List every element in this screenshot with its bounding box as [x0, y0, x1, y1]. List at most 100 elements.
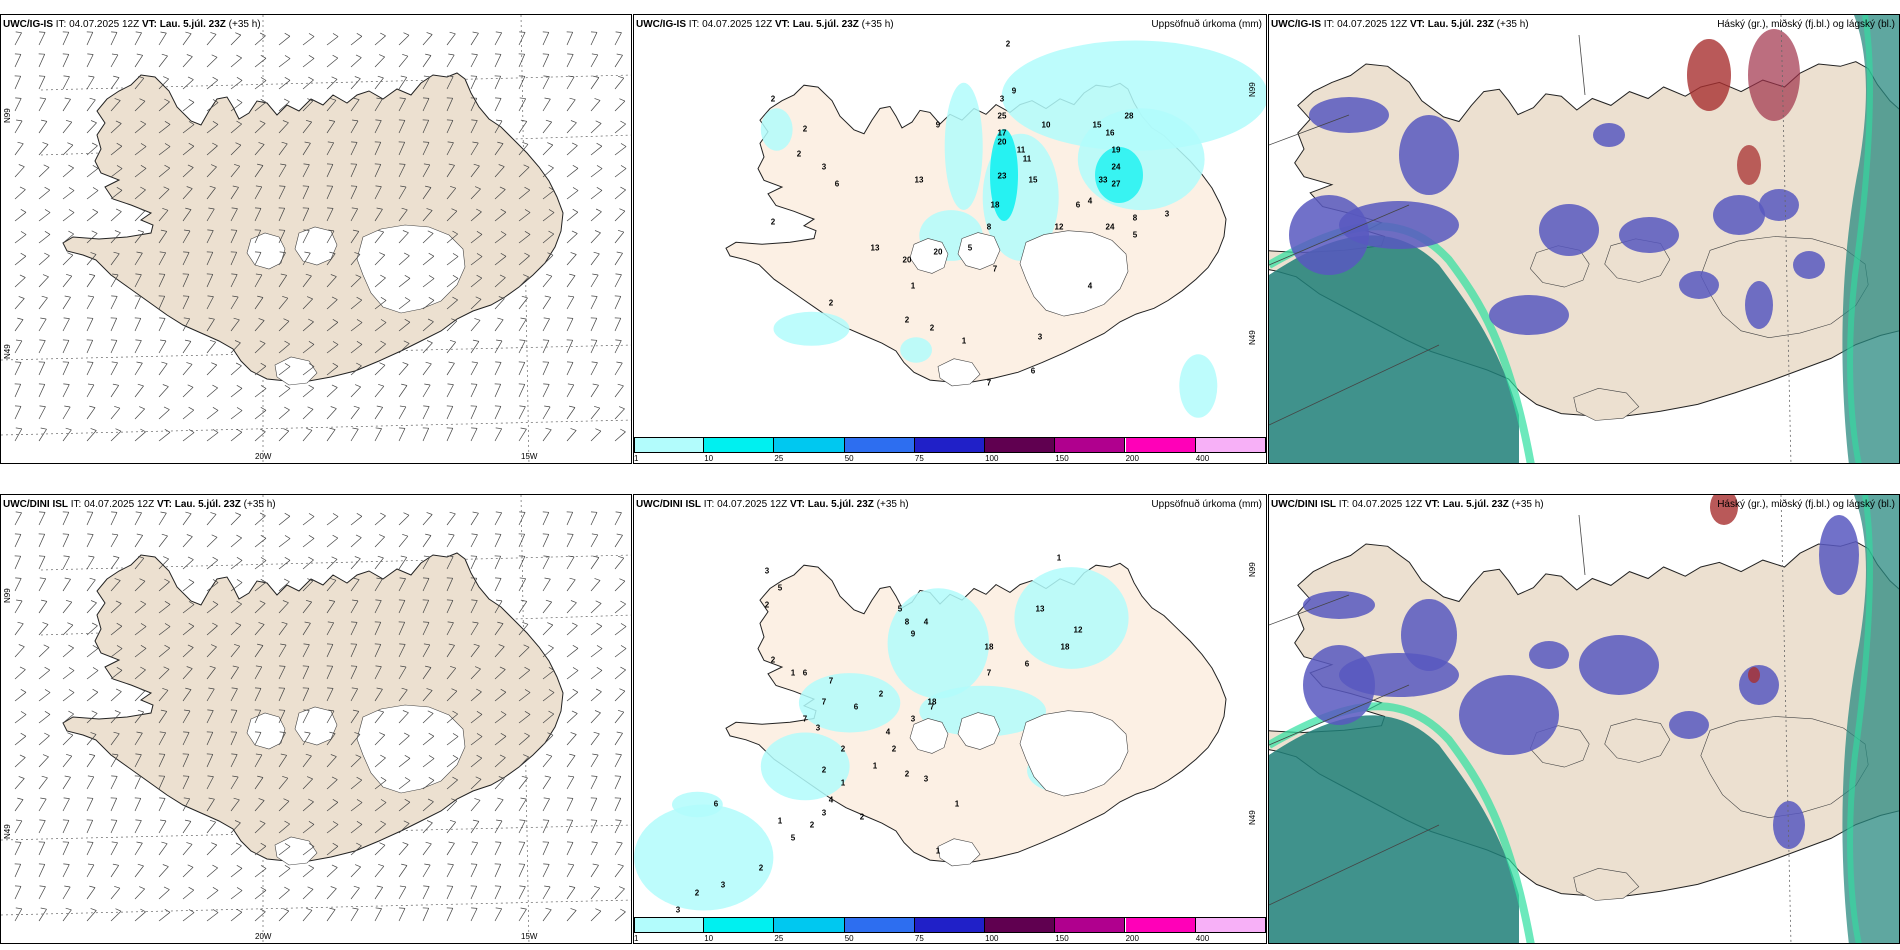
wind-barb-feather	[236, 556, 243, 561]
wind-barb	[398, 120, 406, 134]
wind-barb-feather	[402, 53, 409, 57]
wind-barb-feather	[260, 98, 267, 103]
wind-barb	[14, 212, 27, 222]
wind-barb	[518, 406, 526, 420]
mid-cloud-area	[1339, 653, 1459, 697]
wind-barb-feather	[307, 406, 314, 410]
wind-barb	[566, 145, 578, 156]
wind-barb	[398, 735, 410, 746]
wind-barb	[326, 802, 339, 812]
wind-barb	[566, 362, 574, 376]
wind-barb	[182, 668, 193, 680]
wind-barb	[518, 578, 527, 592]
wind-barb	[278, 388, 291, 398]
wind-barb-feather	[546, 753, 553, 757]
wind-barb	[254, 911, 266, 922]
wind-barb	[542, 144, 554, 156]
wind-barb	[374, 823, 386, 834]
wind-barb	[518, 189, 531, 200]
wind-barb-feather	[258, 622, 265, 625]
wind-barb	[350, 757, 362, 768]
wind-barb	[494, 556, 502, 570]
wind-barb-feather	[39, 885, 46, 887]
wind-barb-feather	[260, 77, 267, 81]
wind-barb	[614, 626, 627, 636]
wind-barb-feather	[543, 383, 550, 385]
wind-barb-feather	[187, 164, 194, 168]
wind-barb	[590, 670, 603, 680]
wind-barb	[470, 534, 478, 548]
wind-barb	[230, 410, 243, 420]
wind-barb	[134, 690, 146, 702]
wind-barb-feather	[183, 731, 190, 733]
wind-barb-feather	[617, 383, 624, 387]
wind-barb-feather	[572, 187, 579, 191]
wind-barb-feather	[329, 427, 336, 430]
wind-barb	[62, 254, 74, 266]
wind-barb	[14, 820, 23, 834]
wind-barb-feather	[448, 533, 455, 536]
wind-barb	[134, 385, 144, 398]
glacier	[957, 232, 1001, 270]
wind-barb-feather	[236, 579, 243, 583]
wind-barb	[230, 688, 238, 702]
wind-barb-feather	[352, 119, 359, 122]
wind-barb-feather	[163, 556, 169, 560]
wind-barb-feather	[447, 383, 454, 385]
wind-barb	[350, 428, 359, 442]
wind-barb	[158, 274, 166, 288]
wind-barb-feather	[259, 600, 266, 604]
wind-barb	[446, 142, 454, 156]
wind-barb	[494, 298, 505, 310]
wind-barb-feather	[594, 230, 601, 234]
precip-value-label: 1	[910, 281, 916, 291]
glacier	[1019, 230, 1129, 317]
wind-barb-feather	[355, 54, 362, 58]
wind-barb	[446, 299, 458, 310]
wind-barb	[38, 189, 51, 200]
wind-barb	[566, 910, 577, 922]
precip-value-label: 3	[821, 162, 827, 172]
wind-barb-feather	[140, 623, 147, 627]
wind-barb-feather	[111, 533, 118, 536]
mid-cloud-area	[1339, 201, 1459, 249]
wind-barb	[278, 755, 287, 768]
wind-barb-feather	[303, 709, 310, 711]
wind-barb	[230, 123, 242, 134]
wind-barb-feather	[595, 908, 602, 912]
wind-barb-feather	[136, 731, 143, 734]
wind-barb	[254, 252, 262, 266]
wind-barb	[278, 515, 291, 526]
wind-barb	[38, 167, 50, 178]
wind-barb-feather	[233, 643, 240, 647]
precip-value-label: 4	[1087, 281, 1093, 291]
wind-barb-feather	[354, 76, 361, 79]
wind-barb-feather	[615, 31, 622, 33]
wind-barb	[446, 256, 459, 266]
wind-barb	[518, 647, 530, 658]
wind-barb-feather	[44, 666, 50, 671]
wind-barb	[614, 690, 626, 702]
wind-barb	[566, 99, 576, 112]
wind-barb-feather	[284, 384, 291, 389]
wind-barb	[62, 864, 70, 878]
wind-barb	[470, 779, 482, 790]
wind-barb	[398, 780, 411, 790]
wind-barb	[542, 777, 551, 790]
precip-value-label: 18	[927, 697, 937, 707]
wind-barb	[518, 384, 526, 398]
wind-barb-feather	[592, 753, 599, 756]
precip-value-label: 3	[821, 808, 827, 818]
wind-barb-feather	[63, 383, 70, 385]
wind-barb-feather	[330, 578, 337, 581]
wind-barb-feather	[380, 512, 386, 517]
grid-line	[1780, 15, 1792, 463]
wind-barb-feather	[41, 119, 47, 122]
wind-barb-feather	[68, 644, 74, 649]
wind-barb	[38, 98, 47, 112]
wind-barb	[590, 580, 601, 592]
wind-barb-feather	[232, 295, 239, 298]
wind-barb-feather	[519, 97, 526, 100]
wind-barb	[14, 32, 22, 46]
wind-barb-feather	[327, 141, 334, 144]
